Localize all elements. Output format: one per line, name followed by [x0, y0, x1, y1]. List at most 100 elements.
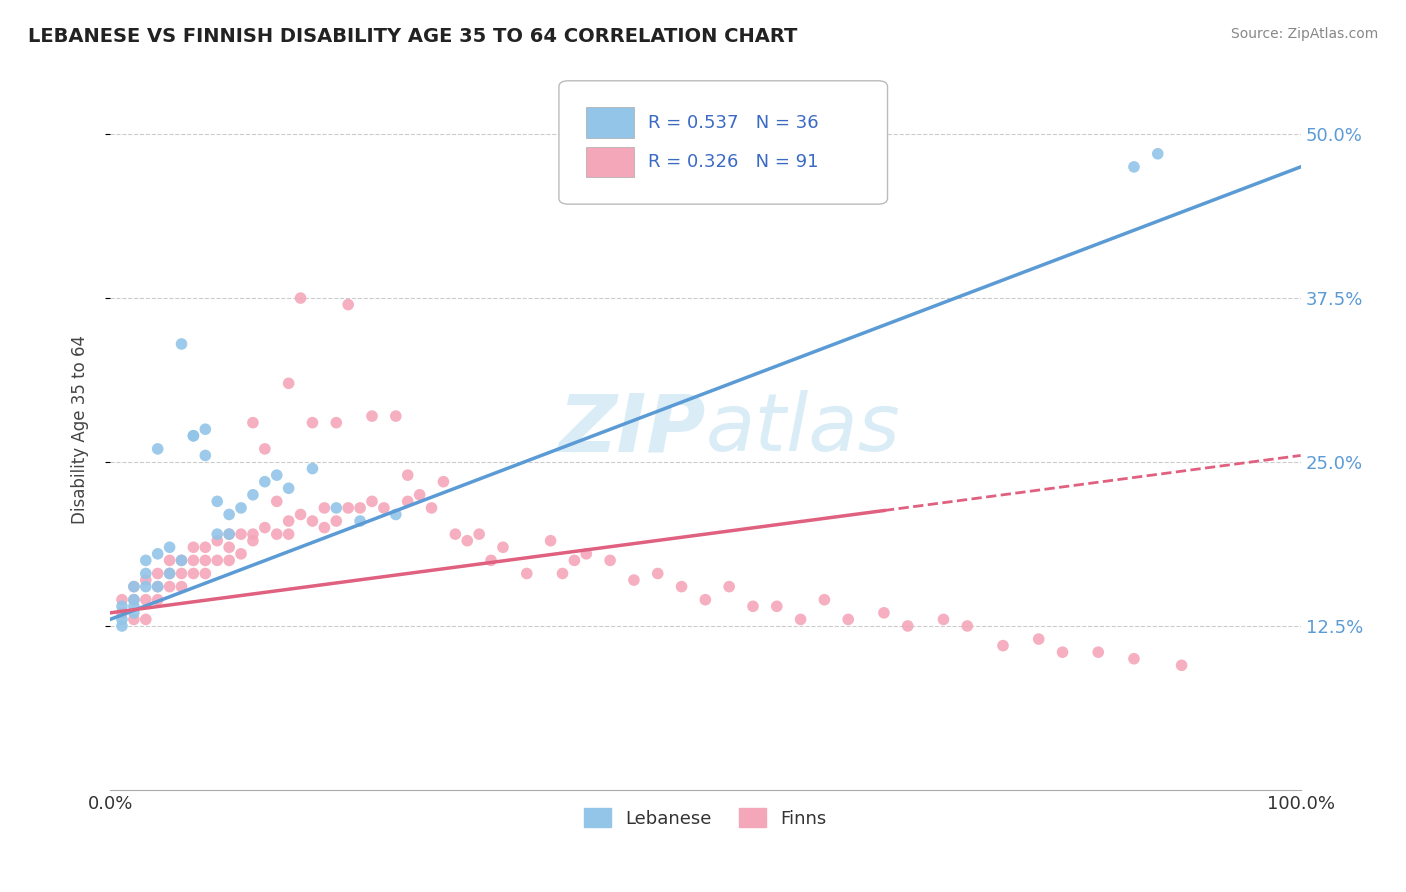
Point [1052, 645, 1074, 659]
Point [111, 619, 134, 633]
Point [135, 592, 157, 607]
Point [194, 541, 217, 555]
Point [122, 606, 145, 620]
Point [385, 508, 408, 522]
Point [111, 612, 134, 626]
FancyBboxPatch shape [586, 147, 634, 178]
Point [695, 592, 717, 607]
Point [540, 533, 562, 548]
Point [170, 553, 193, 567]
Point [135, 566, 157, 581]
Point [765, 599, 787, 614]
Point [325, 514, 347, 528]
Point [146, 566, 169, 581]
Point [146, 580, 169, 594]
Point [671, 580, 693, 594]
Point [813, 592, 835, 607]
Point [396, 468, 419, 483]
Text: atlas: atlas [706, 390, 900, 468]
Point [301, 461, 323, 475]
Point [897, 619, 920, 633]
Point [135, 580, 157, 594]
Point [159, 580, 181, 594]
Point [492, 541, 515, 555]
Point [479, 553, 502, 567]
Point [111, 599, 134, 614]
Point [159, 553, 181, 567]
Point [159, 541, 181, 555]
Point [956, 619, 979, 633]
Point [266, 494, 288, 508]
Text: R = 0.537   N = 36: R = 0.537 N = 36 [648, 113, 818, 132]
Point [468, 527, 491, 541]
Y-axis label: Disability Age 35 to 64: Disability Age 35 to 64 [72, 334, 89, 524]
Point [599, 553, 621, 567]
FancyBboxPatch shape [560, 81, 887, 204]
Point [301, 514, 323, 528]
Text: LEBANESE VS FINNISH DISABILITY AGE 35 TO 64 CORRELATION CHART: LEBANESE VS FINNISH DISABILITY AGE 35 TO… [28, 27, 797, 45]
Point [146, 547, 169, 561]
Point [194, 422, 217, 436]
Point [337, 297, 360, 311]
Point [183, 566, 205, 581]
Point [444, 527, 467, 541]
Point [229, 500, 252, 515]
Point [229, 547, 252, 561]
Point [135, 612, 157, 626]
Point [385, 409, 408, 423]
FancyBboxPatch shape [586, 107, 634, 137]
Point [1123, 652, 1146, 666]
Point [122, 592, 145, 607]
Point [1028, 632, 1050, 646]
Point [205, 533, 228, 548]
Point [314, 520, 336, 534]
Point [623, 573, 645, 587]
Point [551, 566, 574, 581]
Point [647, 566, 669, 581]
Point [170, 553, 193, 567]
Point [242, 533, 264, 548]
Point [837, 612, 859, 626]
Point [361, 409, 384, 423]
Point [408, 488, 430, 502]
Point [361, 494, 384, 508]
Point [277, 527, 299, 541]
Point [325, 416, 347, 430]
Point [349, 514, 371, 528]
Point [789, 612, 811, 626]
Point [349, 500, 371, 515]
Point [373, 500, 395, 515]
Point [277, 481, 299, 495]
Point [159, 566, 181, 581]
Point [194, 449, 217, 463]
Point [194, 553, 217, 567]
Point [135, 573, 157, 587]
Point [242, 527, 264, 541]
Point [146, 592, 169, 607]
Point [122, 580, 145, 594]
Point [122, 612, 145, 626]
Point [146, 580, 169, 594]
Point [290, 508, 312, 522]
Point [314, 500, 336, 515]
Point [266, 468, 288, 483]
Point [1170, 658, 1192, 673]
Point [111, 606, 134, 620]
Point [1146, 146, 1168, 161]
Point [456, 533, 478, 548]
Point [575, 547, 598, 561]
Point [111, 592, 134, 607]
Point [516, 566, 538, 581]
Point [242, 488, 264, 502]
Point [432, 475, 454, 489]
Point [337, 500, 360, 515]
Point [218, 553, 240, 567]
Point [932, 612, 955, 626]
Point [253, 520, 276, 534]
Point [135, 553, 157, 567]
Point [183, 541, 205, 555]
Point [253, 475, 276, 489]
Point [396, 494, 419, 508]
Point [742, 599, 765, 614]
Point [159, 566, 181, 581]
